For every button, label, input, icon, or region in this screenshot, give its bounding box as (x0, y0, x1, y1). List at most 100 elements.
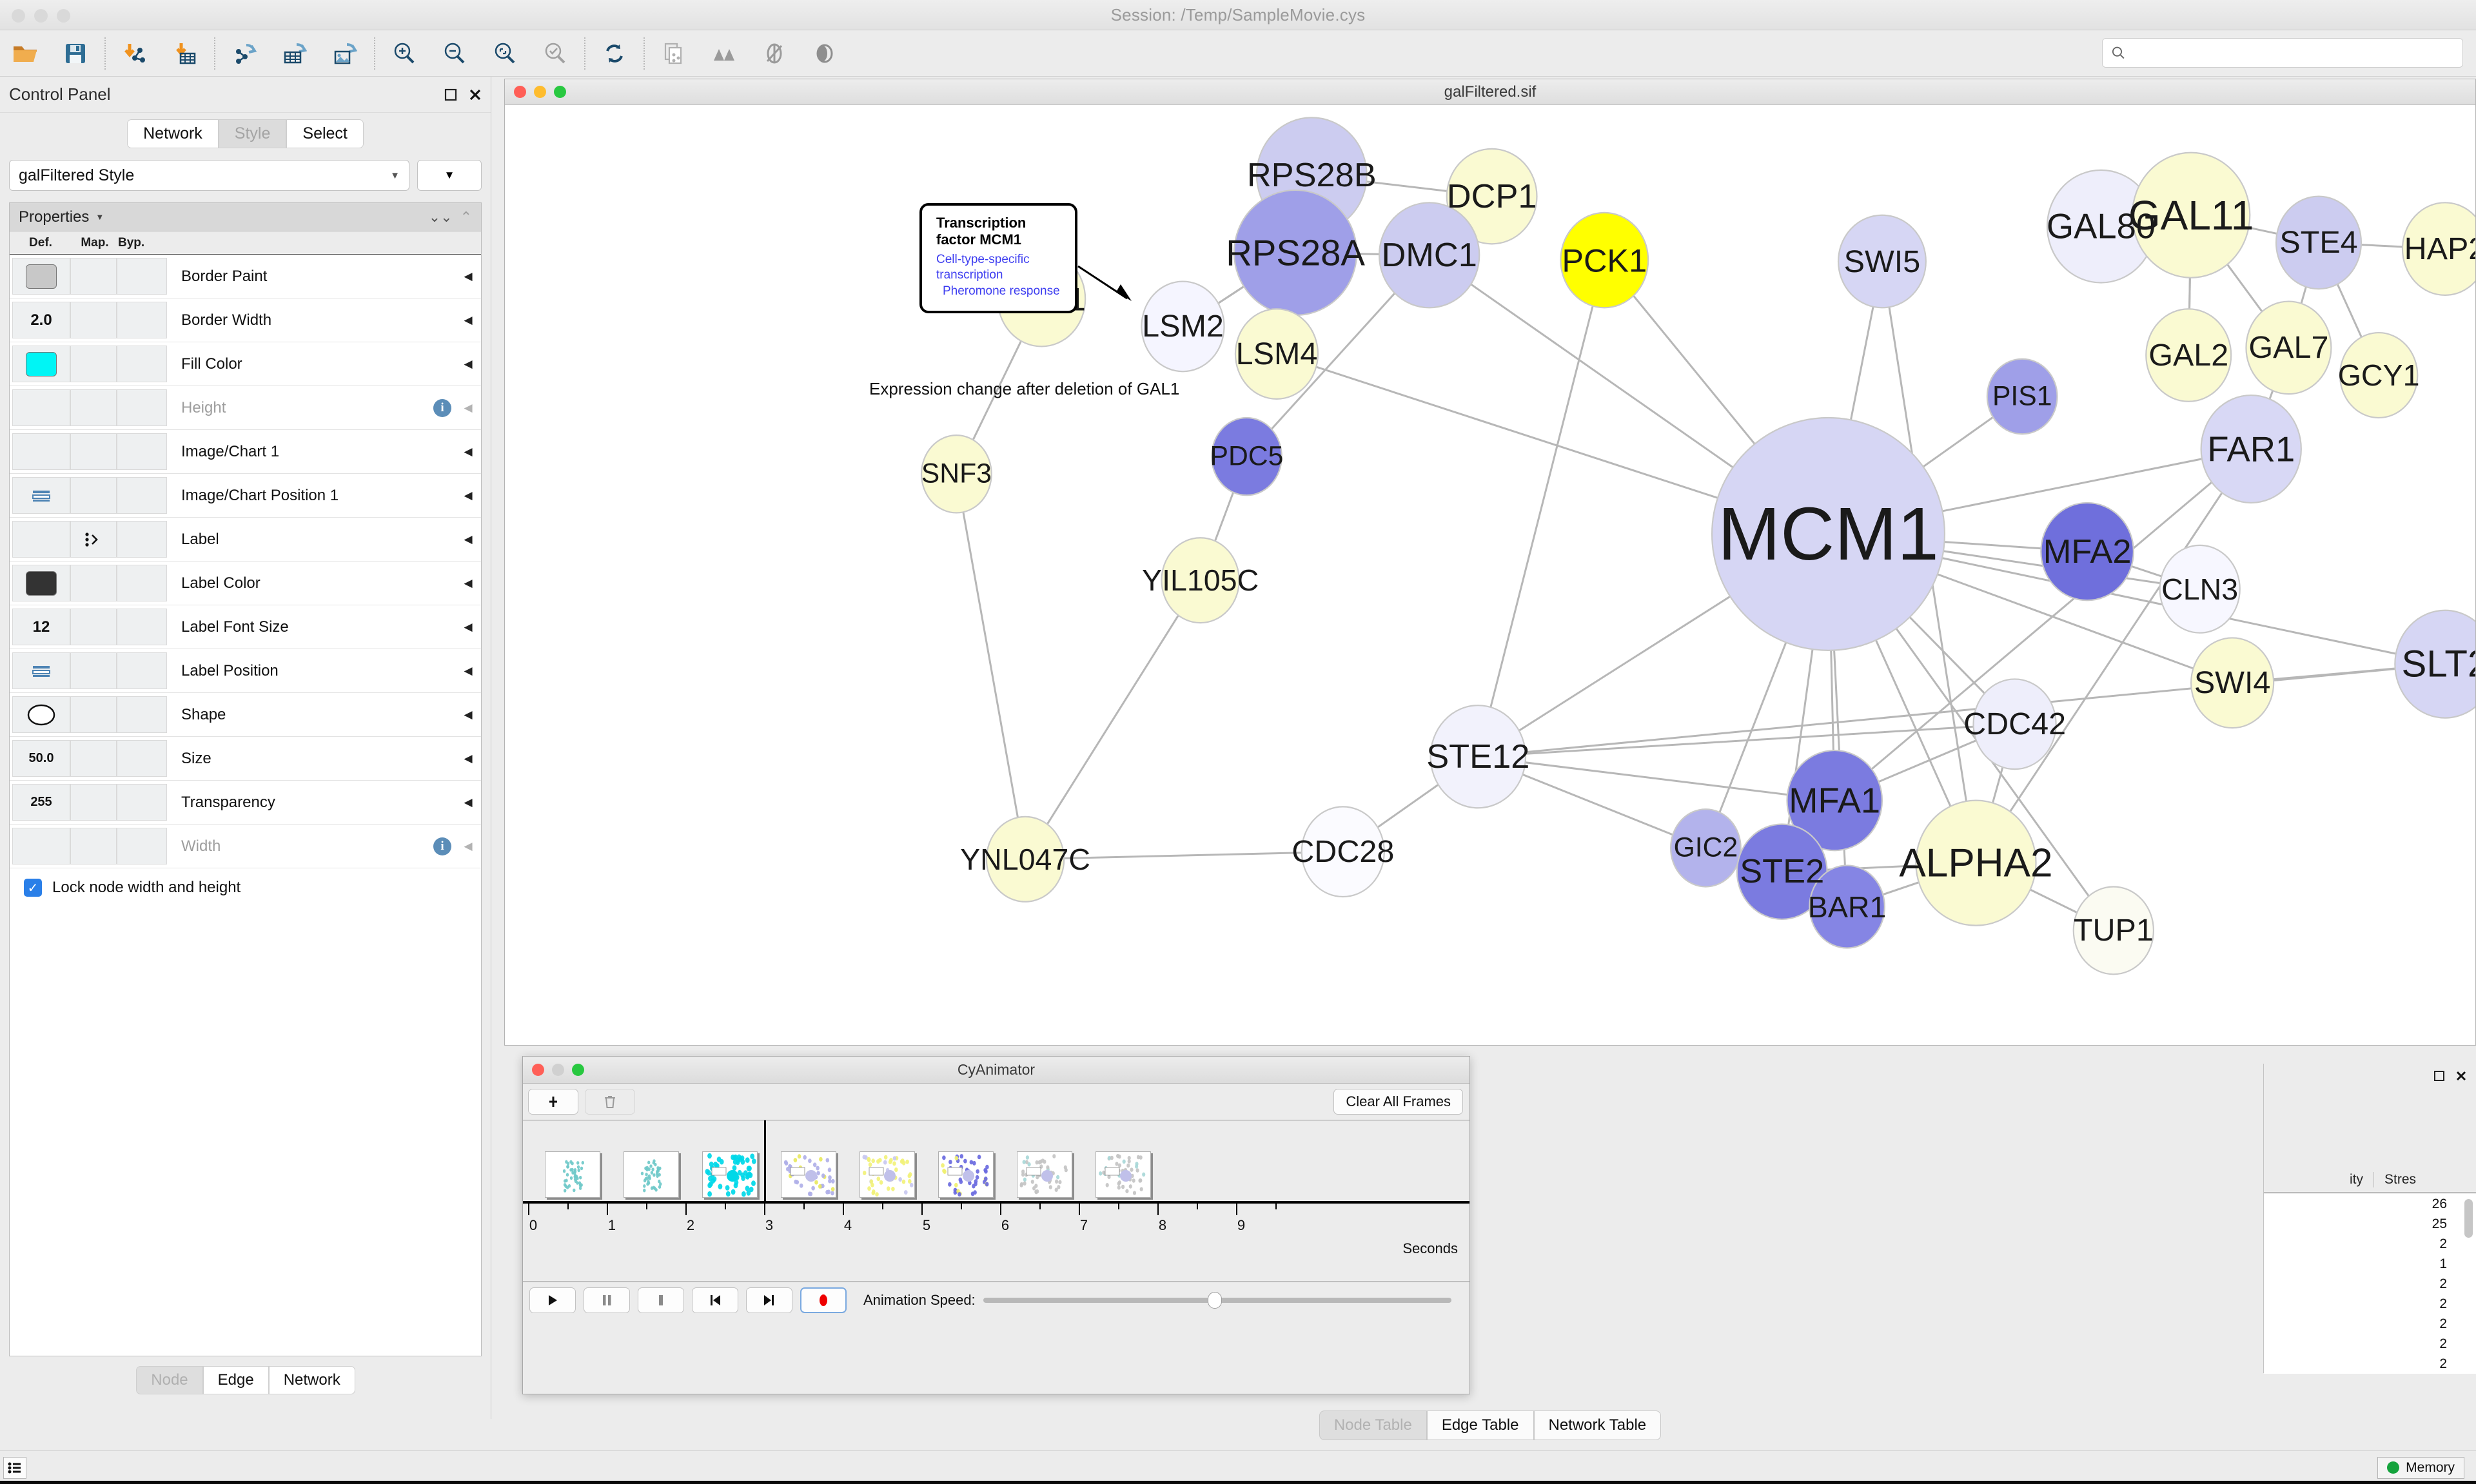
expand-property-arrow[interactable]: ◀ (464, 796, 473, 808)
tab-node-table[interactable]: Node Table (1319, 1411, 1427, 1440)
clear-all-frames-button[interactable]: Clear All Frames (1333, 1089, 1463, 1115)
expand-all-icon[interactable]: ⌄⌄ (428, 208, 453, 225)
network-node[interactable] (2401, 202, 2475, 296)
network-node[interactable] (1161, 537, 1240, 624)
timeline-frame[interactable] (1096, 1151, 1151, 1198)
color-swatch[interactable] (26, 571, 57, 596)
property-mapping-cell[interactable] (70, 433, 117, 470)
network-node[interactable] (1669, 808, 1742, 888)
property-mapping-cell[interactable] (70, 609, 117, 645)
info-icon[interactable]: i (433, 398, 451, 417)
new-network-icon[interactable] (649, 34, 699, 73)
info-icon[interactable]: i (433, 837, 451, 855)
network-node[interactable] (1560, 211, 1649, 309)
timeline-playhead[interactable] (764, 1120, 766, 1201)
property-mapping-cell[interactable] (70, 696, 117, 733)
export-image-icon[interactable] (320, 34, 370, 73)
expand-property-arrow[interactable]: ◀ (464, 708, 473, 721)
refresh-icon[interactable] (589, 34, 640, 73)
property-mapping-cell[interactable] (70, 477, 117, 514)
property-mapping-cell[interactable] (70, 258, 117, 295)
cyanimator-maximize-button[interactable] (572, 1064, 584, 1076)
network-edge[interactable] (1834, 448, 2252, 801)
network-close-button[interactable] (514, 86, 526, 98)
cyanimator-minimize-button[interactable] (552, 1064, 564, 1076)
network-minimize-button[interactable] (534, 86, 546, 98)
expand-property-arrow[interactable]: ◀ (464, 839, 473, 852)
property-row[interactable]: Shape ◀ (10, 693, 481, 737)
search-input[interactable] (2131, 44, 2453, 61)
property-default-cell[interactable] (12, 477, 70, 514)
property-row[interactable]: Image/Chart Position 1 ◀ (10, 474, 481, 518)
network-maximize-button[interactable] (554, 86, 566, 98)
style-options-menu-button[interactable]: ▼ (417, 160, 482, 191)
expand-property-arrow[interactable]: ◀ (464, 752, 473, 765)
tab-edge[interactable]: Edge (202, 1366, 269, 1394)
property-bypass-cell[interactable] (117, 740, 167, 777)
fit-network-icon[interactable] (530, 34, 580, 73)
lock-node-size-row[interactable]: ✓ Lock node width and height (10, 868, 481, 907)
add-frame-button[interactable] (528, 1089, 578, 1115)
timeline-frame[interactable] (1017, 1151, 1072, 1198)
delete-frame-button[interactable] (585, 1089, 635, 1115)
table-scrollbar[interactable] (2464, 1199, 2473, 1238)
property-row[interactable]: Label ◀ (10, 518, 481, 561)
network-node[interactable] (2072, 886, 2155, 975)
cyanimator-timeline[interactable]: 0 1 2 3 4 5 6 7 8 9 Seconds (523, 1120, 1469, 1281)
timeline-frame[interactable] (781, 1151, 836, 1198)
table-cell[interactable]: 2 (2439, 1316, 2447, 1331)
property-default-cell[interactable] (12, 346, 70, 382)
property-bypass-cell[interactable] (117, 784, 167, 821)
network-node[interactable] (1301, 806, 1385, 898)
stop-button[interactable] (638, 1287, 684, 1313)
property-row[interactable]: Label Color ◀ (10, 561, 481, 605)
property-row[interactable]: Height i ◀ (10, 386, 481, 430)
network-node[interactable] (1711, 416, 1946, 651)
table-col-ity[interactable]: ity (2350, 1171, 2363, 1187)
property-bypass-cell[interactable] (117, 346, 167, 382)
network-edge[interactable] (1024, 580, 1201, 860)
expand-property-arrow[interactable]: ◀ (464, 313, 473, 326)
collapse-all-icon[interactable]: ⌃ (460, 208, 472, 225)
property-default-cell[interactable] (12, 433, 70, 470)
tab-network-table[interactable]: Network Table (1533, 1411, 1662, 1440)
property-row[interactable]: 50.0 Size ◀ (10, 737, 481, 781)
caret-down-icon[interactable]: ▼ (95, 212, 104, 222)
style-select[interactable]: galFiltered Style ▼ (9, 160, 409, 191)
timeline-frame[interactable] (938, 1151, 994, 1198)
property-default-cell[interactable] (12, 258, 70, 295)
table-cell[interactable]: 2 (2439, 1336, 2447, 1351)
list-icon[interactable] (3, 1456, 26, 1479)
network-node[interactable] (1986, 358, 2058, 435)
property-default-cell[interactable] (12, 652, 70, 689)
import-table-icon[interactable] (160, 34, 210, 73)
timeline-frame[interactable] (860, 1151, 915, 1198)
table-cell[interactable]: 2 (2439, 1296, 2447, 1311)
property-row[interactable]: 2.0 Border Width ◀ (10, 298, 481, 342)
minimize-window-button[interactable] (34, 9, 48, 23)
network-node[interactable] (1233, 189, 1358, 317)
property-bypass-cell[interactable] (117, 828, 167, 864)
hide-all-icon[interactable] (699, 34, 749, 73)
property-row[interactable]: Width i ◀ (10, 825, 481, 868)
network-node[interactable] (2040, 502, 2134, 601)
property-row[interactable]: Label Position ◀ (10, 649, 481, 693)
skip-end-button[interactable] (746, 1287, 792, 1313)
property-default-cell[interactable] (12, 828, 70, 864)
expand-property-arrow[interactable]: ◀ (464, 489, 473, 502)
expand-property-arrow[interactable]: ◀ (464, 357, 473, 370)
property-mapping-cell[interactable] (70, 740, 117, 777)
property-default-cell[interactable]: 2.0 (12, 302, 70, 338)
network-node[interactable] (1837, 214, 1927, 309)
tab-select[interactable]: Select (286, 119, 364, 148)
property-row[interactable]: Image/Chart 1 ◀ (10, 430, 481, 474)
cyanimator-close-button[interactable] (532, 1064, 544, 1076)
zoom-out-icon[interactable] (429, 34, 480, 73)
network-edge[interactable] (1478, 663, 2446, 758)
property-default-cell[interactable] (12, 696, 70, 733)
property-bypass-cell[interactable] (117, 433, 167, 470)
table-col-stress[interactable]: Stres (2373, 1171, 2476, 1187)
table-cell[interactable]: 2 (2439, 1276, 2447, 1291)
property-default-cell[interactable]: 12 (12, 609, 70, 645)
property-default-cell[interactable]: 255 (12, 784, 70, 821)
